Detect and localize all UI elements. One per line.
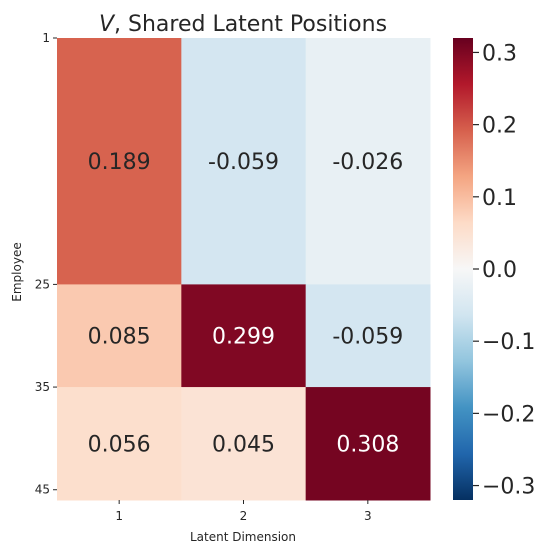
- colorbar-tick-label-4: 0.1: [482, 186, 517, 211]
- heatmap-cell-r2-c2: [181, 284, 307, 388]
- x-tick-label-1: 1: [115, 509, 123, 523]
- cell-value-label-r3-c2: 0.045: [212, 433, 275, 458]
- cell-value-label-r1-c2: -0.059: [208, 150, 279, 175]
- y-axis-label: Employee: [10, 242, 24, 301]
- chart-title-text: , Shared Latent Positions: [114, 12, 387, 37]
- colorbar-tick-label-3: 0.0: [482, 258, 517, 283]
- cell-value-label-r1-c3: -0.026: [332, 150, 403, 175]
- cell-value-label-r3-c3: 0.308: [336, 433, 399, 458]
- x-axis: 1 2 3: [115, 500, 372, 523]
- heatmap-cell-r3-c2: [181, 387, 307, 501]
- heatmap-cell-r1-c3: [305, 38, 431, 285]
- heatmap-cell-r1-c1: [57, 38, 182, 285]
- chart-title: V, Shared Latent Positions: [99, 12, 387, 37]
- x-tick-label-3: 3: [364, 509, 372, 523]
- colorbar-tick-label-5: 0.2: [482, 114, 517, 139]
- y-tick-label-45: 45: [35, 483, 50, 497]
- x-axis-label: Latent Dimension: [190, 530, 296, 544]
- colorbar-tick-label-2: −0.1: [482, 330, 535, 355]
- colorbar-tick-label-1: −0.2: [482, 402, 535, 427]
- y-tick-label-35: 35: [35, 380, 50, 394]
- heatmap-cell-r3-c1: [57, 387, 182, 501]
- cell-value-label-r2-c2: 0.299: [212, 325, 275, 350]
- colorbar-tick-label-6: 0.3: [482, 41, 517, 66]
- cell-value-label-r3-c1: 0.056: [88, 433, 151, 458]
- chart-title-symbol: V: [99, 12, 116, 37]
- heatmap-cells: 0.189 -0.059 -0.026 0.085 0.299 -0.059 0.056 0.…: [57, 38, 431, 501]
- heatmap-cell-r2-c1: [57, 284, 182, 388]
- cell-value-label-r2-c1: 0.085: [88, 325, 151, 350]
- heatmap-cell-r3-c3: [305, 387, 431, 501]
- x-tick-label-2: 2: [240, 509, 248, 523]
- cell-value-label-r2-c3: -0.059: [332, 325, 403, 350]
- cell-value-label-r1-c1: 0.189: [88, 150, 151, 175]
- colorbar: [453, 38, 473, 500]
- colorbar-ticks: −0.3 −0.2 −0.1 0.0 0.1 0.2 0.3: [473, 41, 535, 500]
- y-tick-label-25: 25: [35, 277, 50, 291]
- y-axis: 1 25 35 45: [35, 31, 57, 497]
- y-tick-label-1: 1: [42, 31, 50, 45]
- colorbar-tick-label-0: −0.3: [482, 475, 535, 500]
- heatmap-cell-r1-c2: [181, 38, 307, 285]
- heatmap-cell-r2-c3: [305, 284, 431, 388]
